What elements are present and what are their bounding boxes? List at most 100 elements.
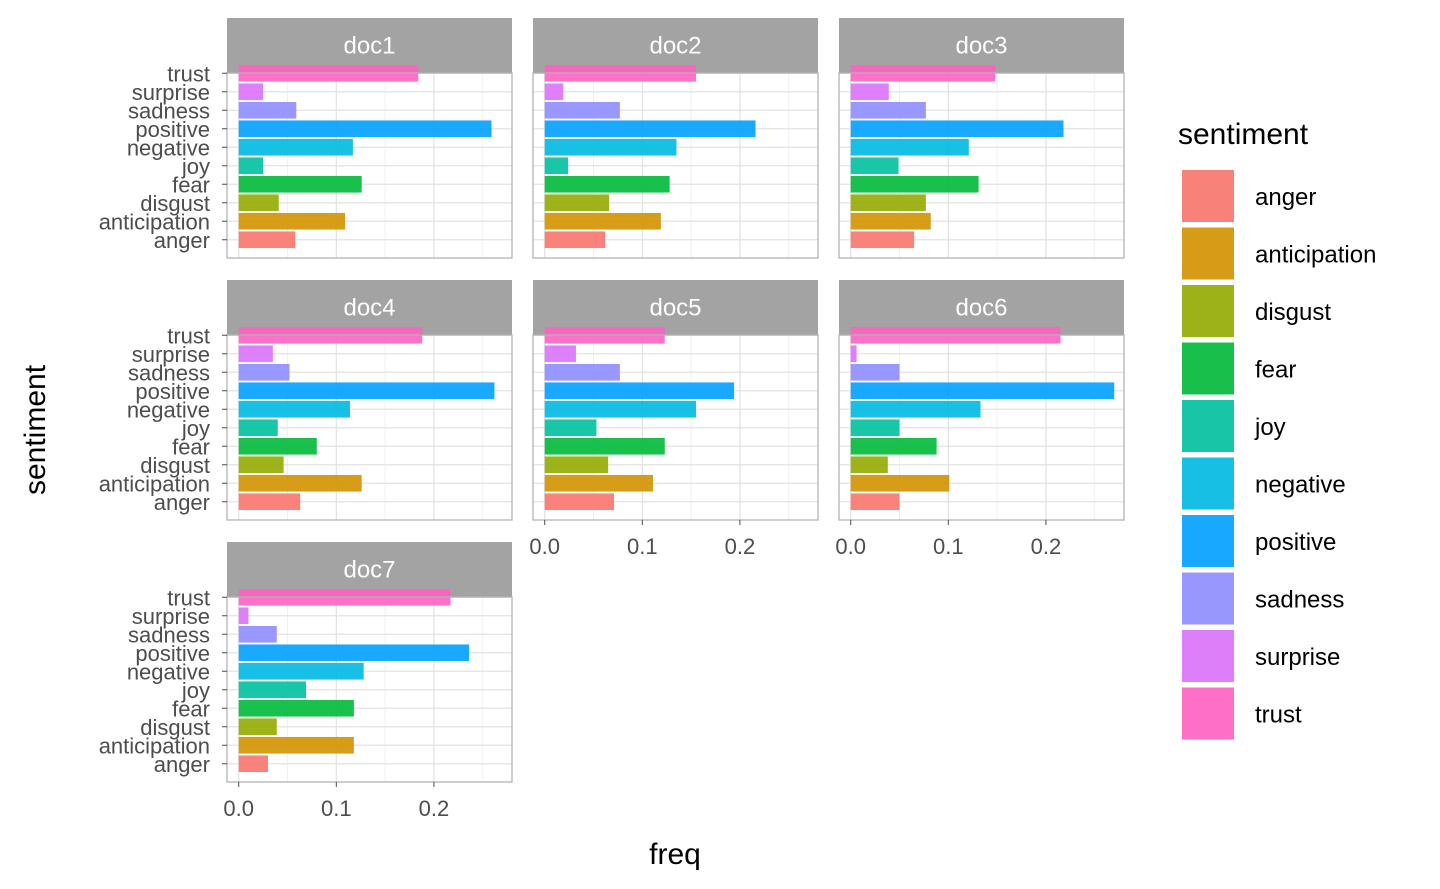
y-tick-label: positive <box>135 641 210 666</box>
facet-strip <box>533 280 818 335</box>
facet-strip-label: doc2 <box>649 33 701 60</box>
legend-label: anticipation <box>1255 242 1376 269</box>
bar-doc7-positive <box>238 644 470 662</box>
panel-border <box>532 334 819 521</box>
bar-doc6-anticipation <box>850 474 950 492</box>
y-tick-label: anger <box>154 490 210 515</box>
x-tick-label: 0.1 <box>321 796 352 821</box>
y-tick-label: anger <box>154 752 210 777</box>
legend-label: positive <box>1255 529 1336 556</box>
bar-doc3-sadness <box>850 101 926 119</box>
bar-doc6-disgust <box>850 456 888 474</box>
bar-doc1-joy <box>238 157 264 175</box>
bar-doc3-negative <box>850 138 969 156</box>
bar-doc7-joy <box>238 681 307 699</box>
y-tick-label: anticipation <box>99 471 210 496</box>
legend-label: trust <box>1255 702 1302 729</box>
facet-panel-doc1: doc1 angeranticipationdisgustfearjoynegat… <box>99 18 513 259</box>
x-axis-title: freq <box>649 838 701 871</box>
facet-strip-label: doc4 <box>343 295 395 322</box>
y-tick-label: disgust <box>140 453 210 478</box>
bar-doc1-sadness <box>238 101 297 119</box>
y-tick-label: negative <box>127 659 210 684</box>
bar-doc6-fear <box>850 437 937 455</box>
bar-doc4-joy <box>238 419 278 437</box>
legend-key <box>1182 342 1234 395</box>
x-tick-label: 0.0 <box>835 534 866 559</box>
bar-doc6-negative <box>850 400 981 418</box>
legend-key <box>1182 285 1234 337</box>
facet-strip-label: doc6 <box>955 295 1007 322</box>
x-tick-label: 0.2 <box>419 796 450 821</box>
bar-doc3-disgust <box>850 194 926 212</box>
y-tick-label: joy <box>181 416 210 441</box>
legend-key <box>1182 687 1234 740</box>
legend-label: joy <box>1254 414 1286 441</box>
bar-doc2-anger <box>544 231 606 249</box>
y-tick-label: fear <box>172 172 210 197</box>
legend-item-negative: negative <box>1182 457 1346 510</box>
legend-item-disgust: disgust <box>1182 285 1331 337</box>
legend-item-surprise: surprise <box>1182 630 1340 682</box>
panel-border <box>838 334 1125 521</box>
legend-label: disgust <box>1255 299 1331 326</box>
y-tick-label: trust <box>167 323 210 348</box>
panel-border <box>532 72 819 259</box>
bar-doc5-positive <box>544 382 735 400</box>
y-tick-label: anger <box>154 228 210 253</box>
legend-key <box>1182 515 1234 567</box>
bar-doc5-anticipation <box>544 474 654 492</box>
bar-doc5-fear <box>544 437 665 455</box>
x-tick-label: 0.0 <box>223 796 254 821</box>
bar-doc5-surprise <box>544 345 576 363</box>
legend-label: negative <box>1255 472 1346 499</box>
facet-strip-label: doc7 <box>343 557 395 584</box>
legend-label: surprise <box>1255 644 1340 671</box>
panel-border <box>838 72 1125 259</box>
legend-key <box>1182 457 1234 510</box>
legend-label: anger <box>1255 184 1316 211</box>
bar-doc2-joy <box>544 157 569 175</box>
facet-strip <box>227 18 512 73</box>
y-tick-label: trust <box>167 61 210 86</box>
legend-key <box>1182 630 1234 682</box>
y-axis-title: sentiment <box>19 364 52 495</box>
bar-doc7-disgust <box>238 718 277 736</box>
y-tick-label: joy <box>181 154 210 179</box>
facet-strip <box>227 280 512 335</box>
facet-panel-doc2: doc2 <box>532 18 819 259</box>
bar-doc1-negative <box>238 138 353 156</box>
facet-panels: doc1angeranticipationdisgustfearjoynegat… <box>99 18 1125 821</box>
bar-doc1-surprise <box>238 83 264 101</box>
y-tick-label: surprise <box>132 342 210 367</box>
facet-strip <box>227 542 512 597</box>
bar-doc4-surprise <box>238 345 273 363</box>
legend-label: sadness <box>1255 587 1344 614</box>
y-tick-label: anticipation <box>99 209 210 234</box>
y-tick-label: fear <box>172 434 210 459</box>
facet-strip-label: doc3 <box>955 33 1007 60</box>
bar-doc4-disgust <box>238 456 284 474</box>
facet-panel-doc6: doc6 0.0 0.1 0.2 <box>835 280 1125 559</box>
x-tick-label: 0.2 <box>1031 534 1062 559</box>
bar-doc7-sadness <box>238 625 277 643</box>
y-tick-label: sadness <box>128 622 210 647</box>
bar-doc2-positive <box>544 120 756 138</box>
bar-doc6-surprise <box>850 345 857 363</box>
bar-doc4-anger <box>238 493 301 511</box>
y-tick-label: disgust <box>140 191 210 216</box>
facet-panel-doc7: doc7 angeranticipationdisgustfearjoynegat… <box>99 542 513 821</box>
bar-doc7-fear <box>238 699 354 717</box>
bar-doc5-disgust <box>544 456 609 474</box>
y-tick-label: surprise <box>132 604 210 629</box>
bar-doc5-negative <box>544 400 696 418</box>
legend-item-anticipation: anticipation <box>1182 227 1376 280</box>
facet-strip <box>533 18 818 73</box>
legend-title: sentiment <box>1178 118 1309 151</box>
legend-item-sadness: sadness <box>1182 572 1344 625</box>
bar-doc1-disgust <box>238 194 279 212</box>
bar-doc7-surprise <box>238 607 249 625</box>
bar-doc3-anticipation <box>850 212 931 230</box>
y-tick-label: disgust <box>140 715 210 740</box>
